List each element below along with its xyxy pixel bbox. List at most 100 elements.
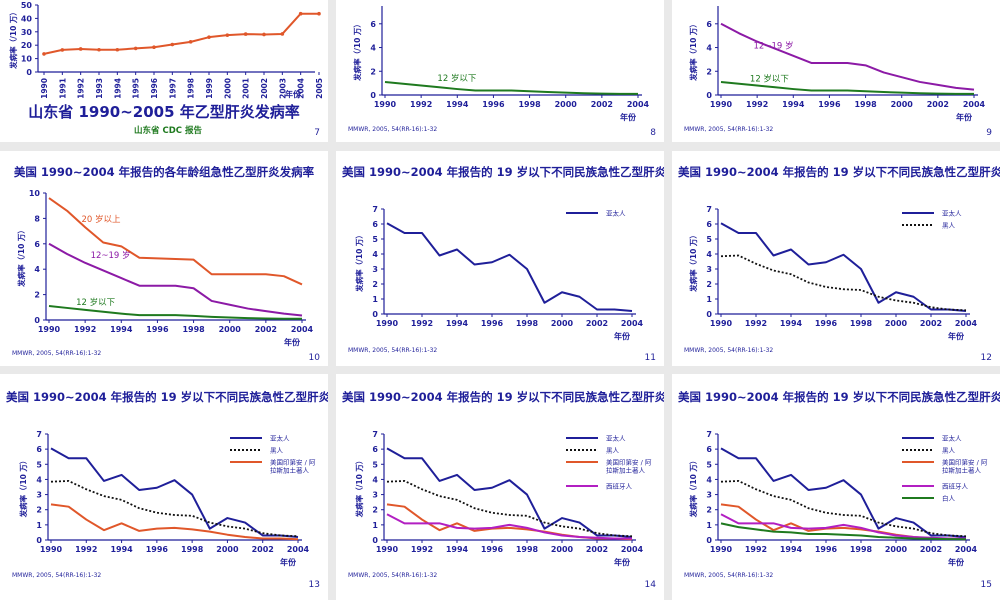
x-tick-label: 2004 [297, 78, 306, 99]
x-tick-label: 1999 [205, 78, 214, 99]
y-tick-label: 5 [706, 235, 712, 244]
x-tick-label: 1998 [182, 325, 205, 334]
slide-13[interactable]: 美国 1990~2004 年报告的 19 岁以下不同民族急性乙型肝炎发病率 01… [0, 374, 328, 600]
y-tick-label: 2 [36, 506, 42, 515]
y-tick-label: 6 [706, 445, 712, 454]
slide-9[interactable]: 0 2 4 6 发病率（/10 万） 1990 1992 1994 1996 1998 2000 20… [672, 0, 1000, 142]
x-tick-label: 1998 [518, 100, 541, 109]
x-tick-label: 1993 [95, 78, 104, 99]
y-tick-label: 0 [36, 536, 42, 545]
slide-title: 美国 1990~2004 年报告的 19 岁以下不同民族急性乙型肝炎发病率 [678, 390, 1000, 404]
legend-label: 拉斯加土著人 [270, 466, 310, 475]
y-tick-label: 6 [372, 445, 378, 454]
y-axis-label: 发病率（/10 万） [354, 457, 364, 519]
y-tick-label: 2 [34, 291, 40, 300]
y-tick-label: 6 [370, 20, 376, 29]
data-point [42, 52, 46, 56]
x-tick-label: 2000 [551, 319, 574, 328]
x-tick-label: 1998 [187, 78, 196, 99]
y-tick-label: 4 [36, 475, 42, 484]
slide-8[interactable]: 0 2 4 6 发病率（/10 万） 1990 1992 1994 1996 1998 2000 20… [336, 0, 664, 142]
x-tick-label: 1992 [410, 100, 432, 109]
legend-label: 亚太人 [606, 209, 626, 218]
x-tick-label: 2002 [260, 78, 269, 99]
x-tick-label: 2002 [920, 319, 942, 328]
y-tick-label: 3 [36, 491, 42, 500]
y-tick-label: 2 [372, 506, 378, 515]
y-tick-label: 4 [34, 265, 40, 274]
x-tick-label: 2002 [927, 100, 949, 109]
slide-12[interactable]: 美国 1990~2004 年报告的 19 岁以下不同民族急性乙型肝炎发病率 01… [672, 151, 1000, 366]
x-tick-label: 1994 [446, 319, 469, 328]
slide-title: 美国 1990~2004 年报告的 19 岁以下不同民族急性乙型肝炎发病率 [678, 165, 1000, 179]
slide-number: 8 [650, 128, 656, 138]
x-axis-label: 年份 [948, 557, 965, 567]
x-tick-label: 1990 [374, 100, 397, 109]
x-tick-label: 1994 [782, 100, 805, 109]
y-tick-label: 5 [372, 235, 378, 244]
data-point [170, 42, 175, 47]
y-tick-label: 3 [372, 265, 378, 274]
data-point [207, 35, 211, 39]
series-annotation: 12 岁以下 [76, 297, 116, 308]
chart-13: 0 1 2 3 4 5 6 7 发病率（/10 万） 1990 1992 1994 1996 1998 20… [18, 430, 316, 567]
y-tick-label: 5 [706, 460, 712, 469]
legend-label: 黑人 [606, 447, 620, 455]
slide-14[interactable]: 美国 1990~2004 年报告的 19 岁以下不同民族急性乙型肝炎发病率 01… [336, 374, 664, 600]
x-axis-label: 年份 [620, 112, 637, 122]
source-citation: MMWR, 2005, 54(RR-16):1-32 [348, 572, 438, 579]
y-tick-label: 4 [706, 250, 712, 259]
data-point [280, 32, 285, 36]
data-point [115, 47, 120, 52]
x-tick-label: 2002 [255, 325, 277, 334]
x-tick-label: 2002 [252, 545, 274, 554]
series-annotation: 12 岁以下 [750, 74, 790, 85]
y-tick-label: 6 [34, 240, 40, 249]
x-tick-label: 1994 [110, 325, 133, 334]
y-tick-label: 30 [21, 28, 33, 37]
legend-label: 西班牙人 [942, 482, 969, 491]
x-tick-label: 2004 [955, 545, 978, 554]
x-tick-label: 1992 [77, 78, 86, 99]
x-tick-label: 1996 [482, 100, 505, 109]
x-tick-label: 2004 [621, 319, 644, 328]
slide-15[interactable]: 美国 1990~2004 年报告的 19 岁以下不同民族急性乙型肝炎发病率 01… [672, 374, 1000, 600]
source-citation: MMWR, 2005, 54(RR-16):1-32 [684, 347, 774, 354]
legend-label: 亚太人 [606, 434, 626, 443]
slide-10[interactable]: 美国 1990~2004 年报告的各年龄组急性乙型肝炎发病率 0 2 4 6 8 10 发病… [0, 151, 328, 366]
x-tick-label: 1994 [780, 545, 803, 554]
source-citation: MMWR, 2005, 54(RR-16):1-32 [12, 350, 102, 357]
y-tick-label: 7 [706, 205, 712, 214]
data-point [243, 32, 248, 36]
data-point [60, 48, 65, 52]
y-tick-label: 5 [36, 460, 42, 469]
legend-label: 西班牙人 [606, 482, 633, 491]
legend-label: 美国印第安 / 阿 [606, 458, 652, 467]
x-tick-label: 2002 [586, 545, 608, 554]
data-point [152, 45, 156, 50]
y-tick-label: 1 [36, 521, 42, 530]
slide-subtitle: 山东省 CDC 报告 [134, 126, 202, 136]
y-axis-label: 发病率（/10 万） [688, 231, 698, 293]
slide-7[interactable]: 0 10 20 30 40 50 发病率（/10 万） 1990 1991 1992 1993 199… [0, 0, 328, 142]
x-tick-label: 1998 [850, 319, 873, 328]
slide-11[interactable]: 美国 1990~2004 年报告的 19 岁以下不同民族急性乙型肝炎发病率 01… [336, 151, 664, 366]
x-tick-label: 2004 [287, 545, 310, 554]
legend-label: 美国印第安 / 阿 [270, 458, 316, 467]
y-tick-label: 2 [370, 67, 376, 76]
x-axis-label: 年份 [284, 337, 301, 347]
data-point [262, 32, 266, 37]
chart-10: 0 2 4 6 8 10 发病率（/10 万） 1990 1992 1994 1996 1998 200… [16, 189, 314, 347]
x-tick-label: 2000 [551, 545, 574, 554]
chart-14: 0 1 2 3 4 5 6 7 发病率（/10 万） 1990 1992 1994 1996 1998 20… [354, 430, 652, 567]
x-tick-label: 1990 [40, 545, 63, 554]
y-tick-label: 6 [706, 220, 712, 229]
x-tick-label: 1995 [132, 78, 141, 99]
x-tick-label: 1992 [411, 319, 433, 328]
chart-12: 0 1 2 3 4 5 6 7 发病率（/10 万） 1990 1992 1994 1996 1998 20… [688, 205, 978, 341]
x-tick-label: 1994 [110, 545, 133, 554]
y-tick-label: 20 [21, 41, 33, 50]
x-axis-label: 年份 [285, 89, 302, 99]
series-line [720, 522, 967, 541]
source-citation: MMWR, 2005, 54(RR-16):1-32 [684, 126, 774, 133]
